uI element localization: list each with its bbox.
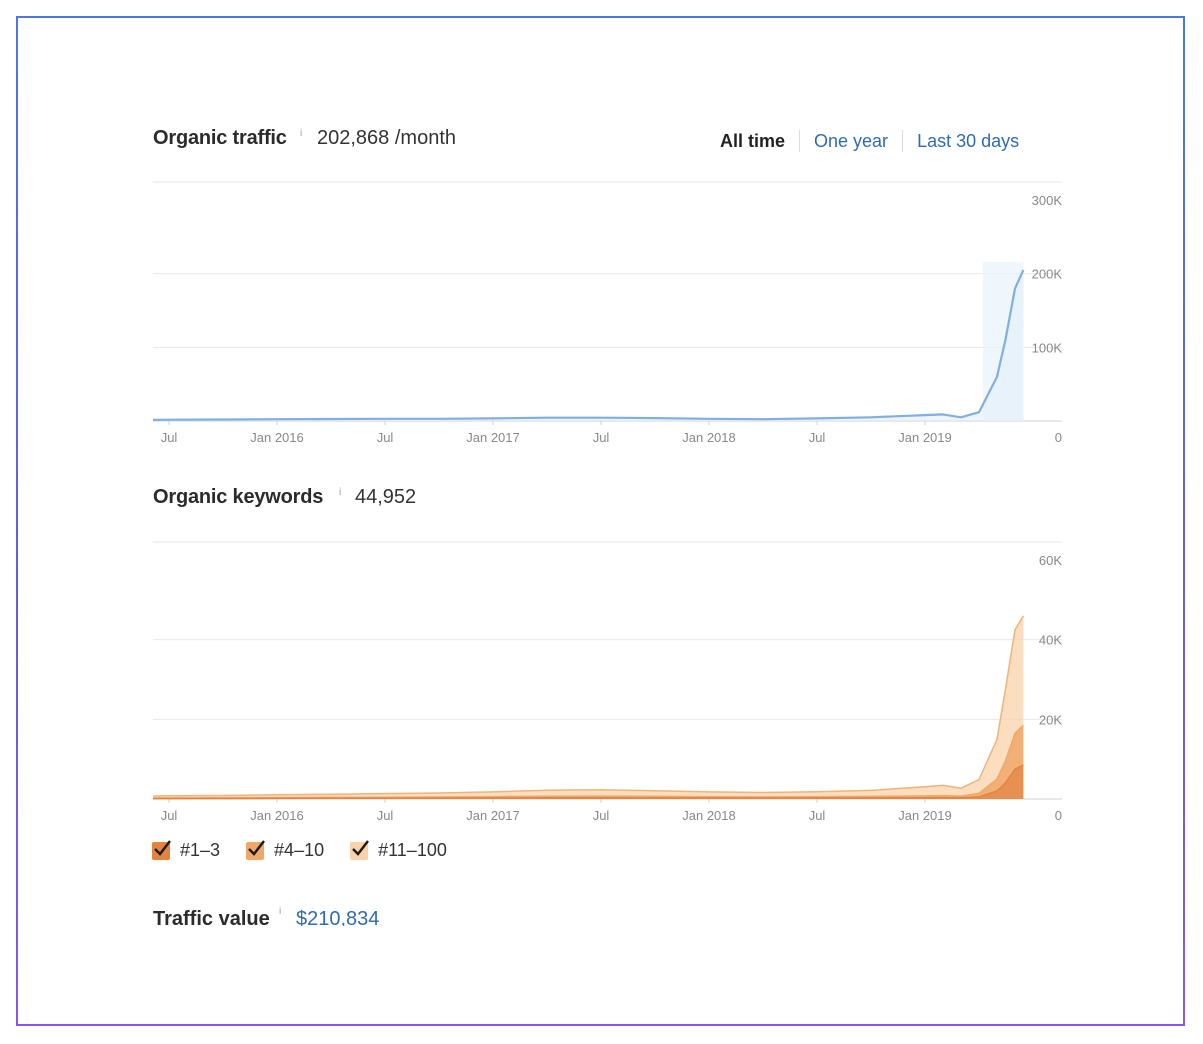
checkbox-4-10[interactable] bbox=[246, 839, 265, 860]
legend-label-top-3: #1–3 bbox=[180, 840, 221, 860]
legend-item-top-3[interactable]: #1–3 bbox=[152, 839, 221, 861]
traffic-x-tick-label: Jul bbox=[593, 430, 610, 445]
keywords-x-tick-label: Jan 2016 bbox=[250, 808, 304, 823]
keywords-x-tick-label: Jul bbox=[809, 808, 826, 823]
traffic-x-tick-label: Jan 2016 bbox=[250, 430, 304, 445]
organic-keywords-chart[interactable]: 60K 40K 20K 0 Jul Jan 2016 Jul Jan 2017 Jul Jan 2… bbox=[152, 541, 1062, 823]
organic-traffic-value: 202,868 /month bbox=[317, 127, 456, 149]
traffic-x-tick-label: Jan 2017 bbox=[466, 430, 520, 445]
keywords-x-tick-label: Jan 2018 bbox=[682, 808, 736, 823]
traffic-y-tick-label: 100K bbox=[1032, 340, 1063, 355]
organic-traffic-title: Organic traffic bbox=[153, 127, 287, 149]
organic-keywords-info-icon[interactable]: i bbox=[339, 487, 342, 498]
keywords-x-tick-label: Jul bbox=[593, 808, 610, 823]
keywords-y-tick-label: 40K bbox=[1039, 633, 1062, 648]
checkmark-icon bbox=[352, 839, 370, 856]
traffic-series-area bbox=[153, 270, 1024, 421]
checkbox-top-3[interactable] bbox=[152, 839, 171, 860]
organic-keywords-title: Organic keywords bbox=[153, 486, 324, 508]
traffic-y-tick-label: 0 bbox=[1055, 430, 1062, 445]
traffic-x-tick-label: Jan 2019 bbox=[898, 430, 952, 445]
keywords-y-tick-label: 20K bbox=[1039, 712, 1062, 727]
content-frame bbox=[16, 16, 1185, 1026]
traffic-x-tick-label: Jul bbox=[809, 430, 826, 445]
keywords-area-4-10-edge bbox=[153, 724, 1024, 799]
keywords-y-tick-label: 60K bbox=[1039, 553, 1062, 568]
keywords-x-tick-label: Jul bbox=[377, 808, 394, 823]
traffic-value-info-icon[interactable]: i bbox=[279, 906, 282, 917]
keywords-x-tick-label: Jan 2017 bbox=[466, 808, 520, 823]
traffic-series-line bbox=[152, 269, 1025, 421]
keywords-area-11-100-edge bbox=[152, 615, 1025, 797]
legend-label-4-10: #4–10 bbox=[274, 840, 325, 860]
organic-traffic-chart[interactable]: 300K 200K 100K 0 Jul Jan 2016 Jul Jan 2017 Jul Ja… bbox=[152, 181, 1063, 445]
traffic-y-tick-label: 300K bbox=[1032, 193, 1063, 208]
keywords-area-top-3-edge bbox=[153, 764, 1024, 800]
tab-last-30-days[interactable]: Last 30 days bbox=[902, 130, 1033, 152]
legend-label-11-100: #11–100 bbox=[378, 840, 447, 860]
traffic-value-title: Traffic value bbox=[153, 908, 270, 926]
keywords-area-11-100 bbox=[153, 615, 1024, 798]
legend-item-11-100[interactable]: #11–100 bbox=[350, 839, 447, 861]
keywords-legend: #1–3 #4–10 #11–100 bbox=[152, 839, 473, 861]
traffic-x-tick-label: Jan 2018 bbox=[682, 430, 736, 445]
keywords-x-tick-label: Jan 2019 bbox=[898, 808, 952, 823]
traffic-x-tick-label: Jul bbox=[377, 430, 394, 445]
tab-all-time[interactable]: All time bbox=[720, 131, 786, 151]
legend-item-4-10[interactable]: #4–10 bbox=[246, 839, 325, 861]
organic-keywords-value: 44,952 bbox=[355, 486, 417, 508]
checkmark-icon bbox=[154, 839, 171, 856]
keywords-y-tick-label: 0 bbox=[1055, 808, 1062, 823]
traffic-value-amount[interactable]: $210,834 bbox=[296, 908, 380, 926]
checkmark-icon bbox=[248, 839, 265, 856]
traffic-value-row: Traffic value i $210,834 bbox=[153, 906, 413, 926]
keywords-x-tick-label: Jul bbox=[161, 808, 178, 823]
traffic-x-tick-label: Jul bbox=[161, 430, 178, 445]
keywords-area-4-10 bbox=[153, 725, 1024, 799]
traffic-y-tick-label: 200K bbox=[1032, 267, 1063, 282]
tab-one-year[interactable]: One year bbox=[799, 130, 902, 152]
organic-traffic-info-icon[interactable]: i bbox=[300, 128, 303, 139]
time-range-tabs: All time One year Last 30 days bbox=[716, 128, 1033, 154]
checkbox-11-100[interactable] bbox=[350, 839, 370, 860]
